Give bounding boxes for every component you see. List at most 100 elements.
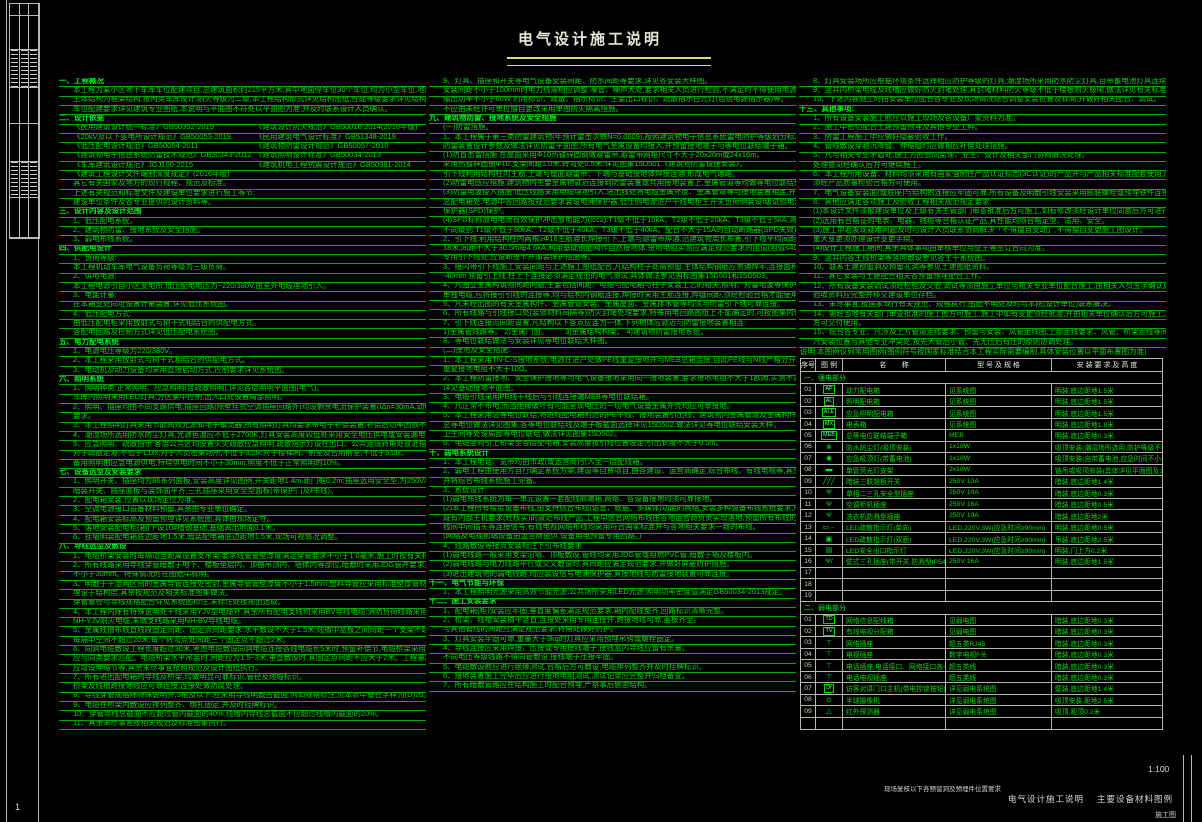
spec-line: (2)防雷电感应措施:建筑物内主要金属物就近连接到防雷装置或共用接地装置上,金属… (429, 180, 796, 190)
strip-cell (19, 4, 30, 16)
spec-line-text: 专用引下线处,应设断接卡并加装保护措施等。 (443, 254, 596, 262)
legend-row: 08 ⊙ 半球摄像机 详见弱电系统图 吸顶安装,距地2.5米 (801, 694, 1162, 707)
spec-line: (2)本工程所有楼层设备布线,由支持综合布线(语音、数据、多媒体)功能的网络,安… (429, 506, 796, 515)
spec-line-text: 6、电缆竖向引上桥架至各层配电箱,安装高度按引线位置设定,引出长度不大于0.5m… (443, 440, 724, 448)
washer-socket-symbol: Ψ (816, 510, 843, 522)
spec-line: (1)本设计文件须报建设单位及上级有关主管部门审查批准后方可施工,如有修改须经设… (799, 208, 1166, 218)
spec-line-text: 五、电力配电系统 (59, 338, 119, 346)
socket-symbol: Ψ (826, 489, 832, 497)
power-distribution-box-symbol: AP (816, 384, 843, 396)
spec-line: 3、电能计量: (59, 292, 426, 302)
spec-line: 2、弱电工程由使用方自行确定系统方案,建设等自费项目,由各建设、运营商确定,综合… (429, 468, 796, 478)
spec-line: 其它有关国家及地方的现行规程、规范及标准。 (59, 180, 426, 190)
spec-line: 对于疏散走道,不低于1.0lx;对于人员密集场所,不低于3.0lx;对于楼梯间、… (59, 451, 426, 460)
legend-cell-name (843, 567, 946, 580)
legend-cell-name: 总等电位联结端子箱 (843, 430, 946, 442)
spec-line-text: 12、所有设备安装调试须经检验及交验,调试等须由施工单位与相关专业单位配合施工,… (813, 282, 1166, 290)
spec-line-text: 总等电位做法详见图集,各等电位联结线及端子板截面选择详见15D502,做法详见等… (443, 421, 781, 429)
strip-cell (10, 198, 20, 238)
strip-stamp-marks (19, 50, 30, 88)
spec-line-text: 桥架及线槽跨接地线应可靠连接,连接处做防腐处理。 (73, 683, 248, 691)
legend-cell-spec: 250V 16A (946, 556, 1052, 568)
legend-section-row: 一、强电部分 (801, 372, 1162, 385)
legend-cell-no: 05 (801, 660, 816, 672)
legend-row: 09 ╱╱╱ 暗装三联翘板开关 250V 10A 暗装,底边距地1.4米 (801, 476, 1162, 488)
legend-cell-spec: 见系统图 (946, 418, 1052, 431)
spec-line: 2、施工中密切配合土建预留预埋及其他专业工种。 (799, 125, 1166, 134)
spec-line: 2、配电箱安装,位置以现场定位为准。 (59, 497, 426, 507)
spec-line-text: 8、其他应满足各项施工及验收工程相关规范规定要求: (813, 199, 992, 206)
spec-line: 9、竖井内桥架电缆及线槽应做好防火封堵处理,其封堵材料防火等级不低于楼板耐火极限… (799, 87, 1166, 97)
phone-tv-outlet-symbol: ⊤ (826, 674, 832, 681)
legend-cell-spec: 详见弱电系统图 (946, 706, 1052, 718)
spec-line-text: 1、照明种类:正常照明、应急照明(含疏散照明),详见各层照明平面图(电气)。 (73, 385, 324, 393)
spec-line: 10、下述内容施工时由安装单位配合各专业及现场情况综合调整安装位置及标高,并做好… (799, 97, 1166, 106)
spec-line: 5、本工程采用总等电位联结,将进线配电箱附近的PE干线、接地装置引出线、建筑物内… (429, 413, 796, 422)
infrared-detector-symbol: △ (826, 708, 832, 716)
spec-line-text: 9、灯具、插座和开关等电气设备安装间距、防水间距等要求,详见各安装大样图。 (443, 78, 712, 85)
spec-line: 1、配电箱(柜)安装应牢固,垂直度偏差满足规范要求,箱内配线整齐,回路标识清晰完… (429, 608, 796, 618)
legend-cell-spec: 超五类线 (946, 660, 1052, 672)
legend-row: 10 Ψ 单相二三孔安全型插座 250V 10A 暗装,底边距地0.3米 (801, 487, 1162, 499)
spec-line-text-right: 《建筑设计防火规范》GB50016-2014(2018年版) (255, 124, 418, 132)
spec-line: 卫生间等处设局部等电位联结,做法详见图集15D502。 (429, 431, 796, 441)
spec-line: 5、落地安装配电柜(箱)下设10#槽钢基础,基础高出地面0.1米。 (59, 525, 426, 535)
spec-line: 10、穿管导线总截面不应超过管内截面的40%,线槽内导线总截面不应超过线槽内截面… (59, 711, 426, 721)
legend-cell-no: 19 (801, 590, 816, 603)
spec-line: 1、电缆桥架安装时每隔适当距离设置支吊架,要求线管管壁厚度满足穿管要求不小于1.… (59, 552, 426, 563)
section-heading: 六、照明系统 (59, 376, 426, 386)
spec-line: 6、本工程所用设备、材料均须采用有国家强制性产品认证标志(3C认证)的产品并与产… (799, 171, 1166, 181)
legend-cell-spec: 见弱电图 (946, 614, 1052, 626)
spec-line-text: 保护器(SPD)保护。 (443, 208, 509, 215)
spec-line-text: 4、导线连接应采用焊接、压接或专用接线端子,接线盒内导线应留有余量。 (443, 645, 690, 652)
spec-line: 2、引下线:利用结构柱内两根≥Φ16主筋通长焊接引下,上端与避雷带焊通,沿建筑物… (429, 236, 796, 246)
spec-line: 6、同洞电缆敷设工程长度超过30米,考虑电缆敷设同洞电缆连接各线电缆长5米时,预… (59, 646, 426, 656)
section-heading: 十一、电气节能与环保 (429, 580, 796, 590)
spec-line: 4、本工程内除有特殊说明处干线采用YJV型电缆外,其余所有配电支线均采用BV导线… (59, 609, 426, 619)
spec-line-text: 4、线路敷设等接点安装标注下引布线要求 (443, 542, 583, 550)
legend-cell-install: 吊装,底边距地2.5米 (1052, 533, 1162, 545)
legend-cell-no: 06 (801, 441, 816, 454)
legend-row: 06 ⊤ 电话电视插座 超五类线 暗装,底边距地0.3米 (801, 671, 1162, 684)
legend-row: 07 Dr 访客对讲门口主机(带电控锁按钮) 详见弱电系统图 壁装,底边距地1.4米 (801, 683, 1162, 695)
spec-line: (二)接地及安全措施: (429, 348, 796, 357)
legend-cell-spec: 2x18W (946, 464, 1052, 477)
frame-inner-border (38, 3, 39, 822)
legend-row: 02 AL 照明配电箱 见系统图 明装,底边距地1.5米 (801, 395, 1162, 408)
footer-drawing-name-2: 主要设备材料图例 (1097, 794, 1174, 804)
legend-row: 17 (801, 567, 1162, 580)
spec-line: 暗装开关、插座面板与装饰面平齐,三孔插座采用安全型面板(带保护门及PE线)。 (59, 488, 426, 498)
spec-line-text: 14、需经当地有关部门审查批准的施工图方可施工,施工中如有变更须经批准,并由相关… (813, 310, 1166, 318)
spec-line-text: 9、竖井内桥架电缆及线槽应做好防火封堵处理,其封堵材料防火等级不低于楼板耐火极限… (813, 87, 1166, 95)
legend-cell-name: 暗装三联翘板开关 (843, 476, 946, 488)
catv-box-symbol: TV (823, 626, 835, 636)
spec-line-text: 1、电缆桥架安装时每隔适当距离设置支吊架,要求线管管壁厚度满足穿管要求不小于1.… (73, 552, 426, 560)
spec-line: 1、本工程采用TN-C-S接地系统,电源在进户处做PE线重复接地并与MEB总箱连… (429, 357, 796, 367)
socket-symbol: Ψ (816, 487, 843, 499)
spec-line-text: 8、等电位联结做法与安装详见等电位联结大样图。 (443, 338, 613, 346)
legend-row: 11 Ψ 空调柜机插座 250V 16A 暗装,底边距地0.5米 (801, 498, 1162, 511)
spec-line-text: 本工程电源引自小区变电所,低压配电电压为~220/380V,由室外电缆埋地引入。 (73, 282, 331, 290)
strip-cell (29, 124, 39, 162)
drawing-stage: 施工图 (1155, 812, 1176, 819)
spec-line: 5、金属线槽布线直线段固定间距、固定点间距要求:水平敷设不大于1.5米,线槽中盒… (59, 627, 426, 637)
legend-cell-name: 访客对讲门口主机(带电控锁按钮) (843, 683, 946, 695)
spec-line-text: 5、应急照明、疏散指示:各层公共区均设置火灾疏散应急照明,疏散指示灯设在出口、公… (73, 441, 426, 448)
spec-line: 主体结构为框架结构,按丙类车库设计,耐火等级为二级,本工程结构形式详见结构图纸,… (59, 97, 426, 106)
legend-cell-install: 暗装,底边距地0.3米 (1052, 626, 1162, 638)
legend-cell-install: 暗装,底边距地0.3米 (1052, 615, 1162, 626)
spec-line: (一)防雷措施。 (429, 124, 796, 134)
equipotential-terminal-box-symbol: MEB (816, 430, 843, 442)
spec-line: 2、照明、插座均由不同支路供电,插座回路(除壁挂式空调插座回路外)均设剩余电流保… (59, 404, 426, 414)
strip-cell (29, 16, 39, 50)
spec-line-text: 《20kV及以下变电所设计规范》GB50053-2019 (73, 133, 231, 141)
sheet-title: 电气设计施工说明 (517, 31, 662, 48)
spec-line: 6、电缆竖向引上桥架至各层配电箱,安装高度按引线位置设定,引出长度不大于0.5m… (429, 441, 796, 450)
legend-cell-no: 04 (801, 418, 816, 431)
legend-cell-install: 明装,门上方0.2米 (1052, 545, 1162, 557)
spec-line-text-right: 《建筑机电工程抗震设计规范》GB50981-2014 (255, 161, 411, 169)
spec-line: (2)弱电线路与电力线路平行或交叉敷设时,其间距应满足规范要求,并做好屏蔽防护措… (429, 561, 796, 571)
legend-cell-name: 单管荧光灯支架 (843, 464, 946, 477)
lighting-distribution-box-symbol: AL (823, 396, 835, 406)
